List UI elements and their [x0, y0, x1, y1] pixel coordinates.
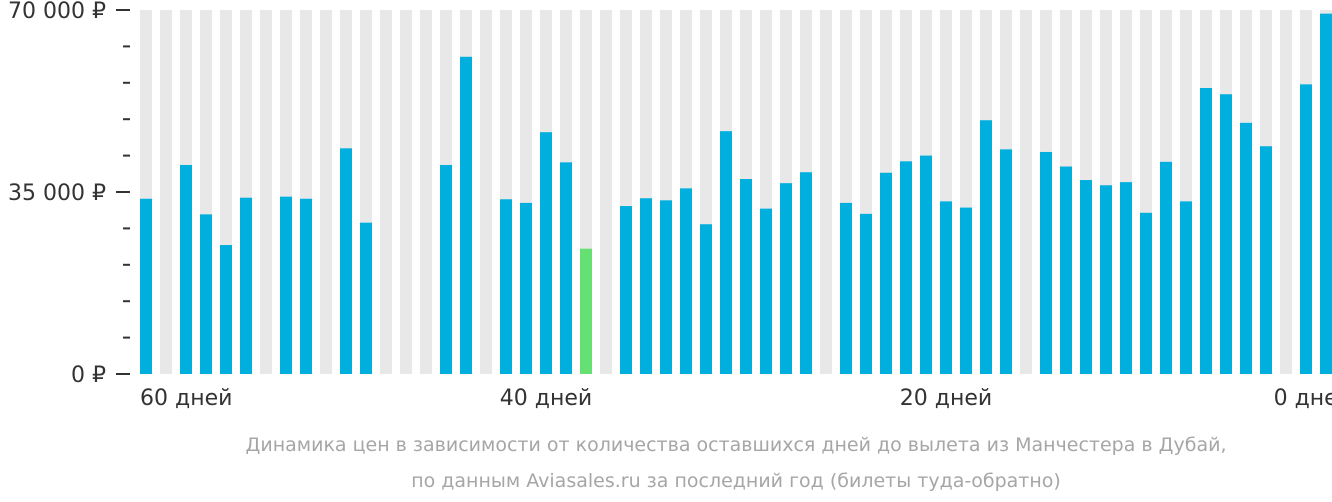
price-bar-day-1[interactable] — [1320, 13, 1332, 374]
price-bar-day-11[interactable] — [1120, 182, 1132, 374]
day-column-bg — [1020, 10, 1032, 374]
x-axis: 60 дней 40 дней 20 дней 0 дней — [140, 386, 1332, 411]
price-bar-day-10[interactable] — [1140, 212, 1152, 374]
price-bar-day-33[interactable] — [680, 188, 692, 374]
price-bar-day-40[interactable] — [540, 132, 552, 374]
price-bar-day-6[interactable] — [1220, 94, 1232, 375]
price-bar-day-50[interactable] — [340, 148, 352, 374]
day-column-bg — [600, 10, 612, 374]
price-bars — [140, 13, 1332, 375]
price-bar-day-38[interactable] — [580, 248, 592, 374]
price-bar-day-8[interactable] — [1180, 201, 1192, 374]
price-bar-day-23[interactable] — [880, 172, 892, 374]
price-bar-day-44[interactable] — [460, 56, 472, 375]
price-bar-day-39[interactable] — [560, 162, 572, 374]
y-tick-label: 70 000 ₽ — [8, 0, 106, 24]
day-column-bg — [380, 10, 392, 374]
caption-line-2: по данным Aviasales.ru за последний год … — [411, 470, 1061, 492]
price-bar-day-13[interactable] — [1080, 180, 1092, 374]
price-bar-day-5[interactable] — [1240, 122, 1252, 374]
price-bar-day-60[interactable] — [140, 198, 152, 374]
day-column-bg — [320, 10, 332, 374]
price-bar-day-4[interactable] — [1260, 146, 1272, 374]
price-bar-day-28[interactable] — [780, 183, 792, 374]
price-bar-day-18[interactable] — [980, 120, 992, 375]
price-bar-day-14[interactable] — [1060, 166, 1072, 374]
price-bar-day-35[interactable] — [640, 198, 652, 374]
price-bar-day-27[interactable] — [800, 172, 812, 374]
price-bar-day-55[interactable] — [240, 197, 252, 374]
price-bar-day-9[interactable] — [1160, 161, 1172, 374]
price-bar-day-19[interactable] — [960, 207, 972, 374]
price-bar-day-7[interactable] — [1200, 88, 1212, 374]
caption-line-1: Динамика цен в зависимости от количества… — [246, 434, 1227, 456]
price-bar-day-25[interactable] — [840, 202, 852, 374]
price-bar-day-29[interactable] — [760, 208, 772, 374]
x-tick-label: 60 дней — [140, 386, 232, 411]
price-bar-day-2[interactable] — [1300, 84, 1312, 375]
price-bar-day-30[interactable] — [740, 179, 752, 374]
price-bar-day-58[interactable] — [180, 164, 192, 374]
y-axis: 0 ₽ 35 000 ₽ 70 000 ₽ — [8, 0, 130, 388]
day-column-bg — [480, 10, 492, 374]
x-tick-label: 40 дней — [500, 386, 592, 411]
day-column-bg — [400, 10, 412, 374]
price-bar-day-56[interactable] — [220, 245, 232, 374]
x-tick-label: 20 дней — [900, 386, 992, 411]
price-bar-day-41[interactable] — [520, 202, 532, 374]
price-bar-day-57[interactable] — [200, 214, 212, 374]
y-tick-label: 0 ₽ — [71, 363, 106, 388]
price-bar-day-22[interactable] — [900, 161, 912, 374]
price-bar-day-15[interactable] — [1040, 151, 1052, 374]
day-column-bg — [1280, 10, 1292, 374]
price-bar-day-24[interactable] — [860, 213, 872, 374]
price-bar-day-36[interactable] — [620, 206, 632, 374]
day-column-bg — [160, 10, 172, 374]
price-bar-day-32[interactable] — [700, 224, 712, 374]
day-column-bg — [820, 10, 832, 374]
background-columns — [140, 10, 1332, 374]
price-bar-day-12[interactable] — [1100, 185, 1112, 374]
price-bar-day-53[interactable] — [280, 196, 292, 374]
price-bar-day-34[interactable] — [660, 200, 672, 374]
price-bar-day-21[interactable] — [920, 155, 932, 374]
price-bar-day-52[interactable] — [300, 198, 312, 374]
y-tick-label: 35 000 ₽ — [8, 181, 106, 206]
price-bar-day-45[interactable] — [440, 164, 452, 374]
price-bar-day-17[interactable] — [1000, 149, 1012, 374]
price-bar-day-42[interactable] — [500, 199, 512, 374]
x-tick-label: 0 дней — [1274, 386, 1332, 411]
price-bar-day-31[interactable] — [720, 131, 732, 374]
price-bar-day-49[interactable] — [360, 222, 372, 374]
day-column-bg — [260, 10, 272, 374]
day-column-bg — [420, 10, 432, 374]
price-bar-day-20[interactable] — [940, 201, 952, 374]
